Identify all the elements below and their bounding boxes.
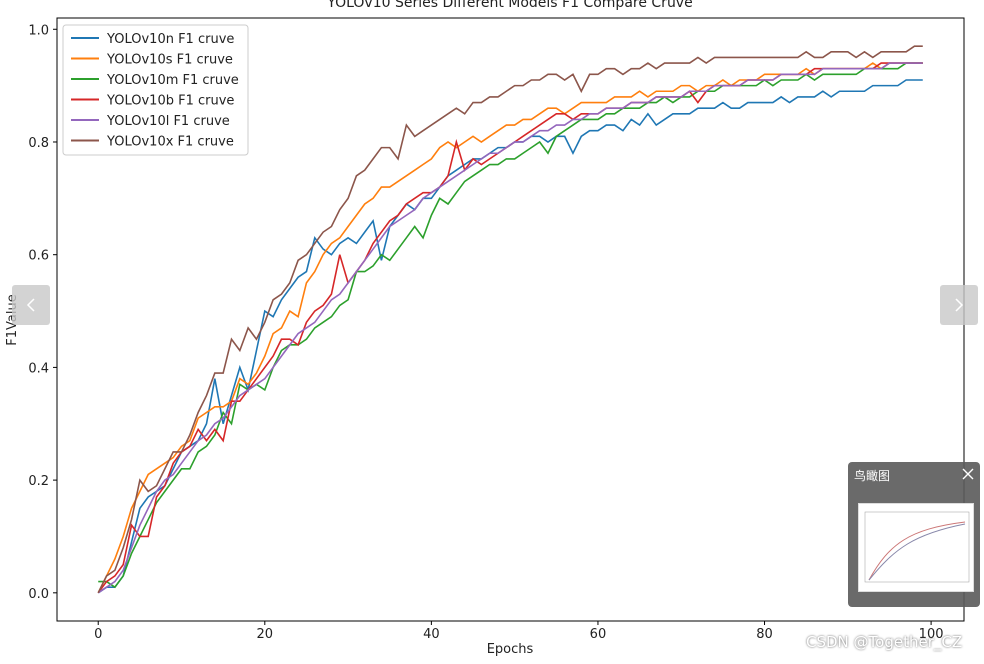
next-button[interactable] [940,285,978,325]
legend-label: YOLOv10b F1 cruve [106,94,234,109]
legend-label: YOLOv10s F1 cruve [106,53,233,68]
legend-label: YOLOv10m F1 cruve [106,73,239,88]
thumbnail-preview [864,511,970,583]
x-tick-label: 100 [919,627,944,642]
x-tick-label: 0 [94,627,102,642]
x-tick-label: 60 [590,627,607,642]
y-tick-label: 0.4 [28,361,49,376]
prev-icon [26,298,35,312]
y-tick-label: 0.0 [28,587,49,602]
series-line [97,79,923,594]
thumbnail-panel: 鸟瞰图 [848,462,980,607]
thumbnail-image [858,503,974,592]
y-tick-label: 0.6 [28,249,49,264]
close-button[interactable] [962,468,974,480]
x-tick-label: 20 [257,627,274,642]
series-line [97,45,923,594]
series-line [97,62,923,594]
next-icon [955,298,964,312]
legend-label: YOLOv10n F1 cruve [106,32,234,47]
x-axis-label: Epochs [487,642,534,657]
y-tick-label: 0.8 [28,136,49,151]
watermark: CSDN @Together_CZ [806,633,963,651]
y-tick-label: 0.2 [28,474,49,489]
legend-box [62,24,249,156]
prev-button[interactable] [12,285,50,325]
legend-label: YOLOv10l F1 cruve [106,114,230,129]
chart-title: YOLOv10 Series Different Models F1 Compa… [326,0,692,11]
y-tick-label: 1.0 [28,23,49,38]
legend-label: YOLOv10x F1 cruve [106,135,234,150]
x-tick-label: 80 [756,627,773,642]
thumbnail-title: 鸟瞰图 [854,469,891,483]
series-line [98,62,923,589]
x-tick-label: 40 [423,627,440,642]
